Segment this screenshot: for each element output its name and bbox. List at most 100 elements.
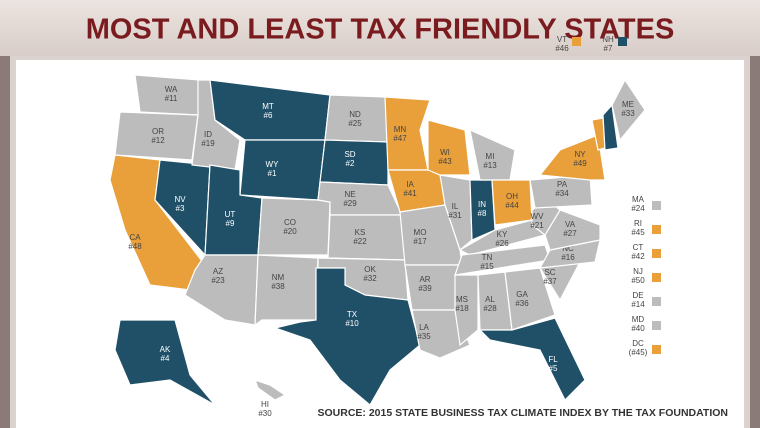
state: [239, 139, 326, 201]
state: [253, 379, 287, 401]
state-rank: #33: [621, 109, 635, 118]
state-rank: #28: [483, 304, 497, 313]
state-rank: #22: [353, 237, 367, 246]
state-abbr: DE: [632, 291, 643, 300]
state-rank: #45: [631, 228, 645, 237]
state-rank: #41: [403, 189, 417, 198]
state-abbr: AL: [485, 295, 495, 304]
state-abbr: WA: [165, 85, 178, 94]
state-rank: #21: [530, 221, 544, 230]
swatch: [652, 297, 661, 306]
state-rank: #38: [271, 282, 285, 291]
state-rank: #18: [455, 304, 469, 313]
state: [454, 274, 479, 347]
swatch: [652, 345, 661, 354]
state-rank: #32: [363, 274, 377, 283]
state-rank: #4: [161, 354, 170, 363]
state-abbr: WI: [440, 148, 450, 157]
state-abbr: ID: [204, 130, 212, 139]
state-rank: #16: [561, 253, 575, 262]
state-abbr: SD: [344, 150, 355, 159]
state-abbr: KY: [497, 230, 508, 239]
state-abbr: NE: [344, 190, 355, 199]
state-rank: #26: [495, 239, 509, 248]
state-rank: #14: [631, 300, 645, 309]
state-abbr: NJ: [633, 267, 643, 276]
state: [384, 96, 431, 171]
state-rank: #42: [631, 252, 645, 261]
state-abbr: HI: [261, 400, 269, 409]
state: [611, 78, 646, 142]
state-rank: #50: [631, 276, 645, 285]
state: [602, 103, 619, 151]
state-abbr: IA: [406, 180, 414, 189]
state-abbr: TN: [482, 253, 493, 262]
state-rank: #20: [283, 227, 297, 236]
swatch: [652, 321, 661, 330]
state-rank: #40: [631, 324, 645, 333]
state-abbr: RI: [634, 219, 642, 228]
state-abbr: MA: [632, 195, 645, 204]
state-abbr: NM: [272, 273, 285, 282]
state-abbr: CO: [284, 218, 296, 227]
state: [427, 119, 471, 176]
state-abbr: MD: [632, 315, 645, 324]
state-abbr: GA: [516, 290, 528, 299]
state-rank: #5: [549, 364, 558, 373]
state-abbr: WY: [266, 160, 280, 169]
state-rank: #3: [176, 204, 185, 213]
state-abbr: NY: [574, 150, 586, 159]
state-rank: #11: [165, 94, 178, 103]
state-rank: #34: [555, 189, 569, 198]
state-rank: #37: [543, 277, 557, 286]
state-rank: #15: [480, 262, 494, 271]
state-abbr: DC: [632, 339, 644, 348]
state-abbr: AR: [419, 275, 430, 284]
swatch: [572, 37, 581, 46]
state-rank: #6: [264, 111, 273, 120]
state-abbr: LA: [419, 323, 429, 332]
swatch: [652, 225, 661, 234]
state-rank: (#45): [629, 348, 648, 357]
state-rank: #10: [345, 319, 359, 328]
state: [439, 174, 473, 252]
state-rank: #30: [258, 409, 272, 418]
state-rank: #43: [438, 157, 452, 166]
state-abbr: MI: [486, 152, 495, 161]
state-rank: #39: [418, 284, 432, 293]
state-abbr: OK: [364, 265, 376, 274]
state-abbr: MN: [394, 125, 407, 134]
state-rank: #13: [483, 161, 497, 170]
swatch: [652, 201, 661, 210]
state-abbr: NV: [174, 195, 186, 204]
state-rank: #17: [413, 237, 427, 246]
state-rank: #47: [393, 134, 407, 143]
state-rank: #25: [348, 119, 362, 128]
state-abbr: AZ: [213, 267, 223, 276]
state-abbr: FL: [548, 355, 558, 364]
state: [254, 254, 319, 327]
state-abbr: MS: [456, 295, 468, 304]
state: [114, 319, 216, 406]
state-abbr: OR: [152, 127, 164, 136]
state-rank: #49: [573, 159, 587, 168]
state-rank: #46: [555, 44, 569, 53]
state-rank: #9: [226, 219, 235, 228]
state-abbr: VA: [565, 220, 576, 229]
state-rank: #27: [563, 229, 577, 238]
state-rank: #24: [631, 204, 645, 213]
state: [504, 267, 556, 331]
state: [411, 309, 471, 359]
title-bar: [0, 0, 760, 56]
state: [272, 267, 421, 406]
state-rank: #23: [211, 276, 225, 285]
state-abbr: NH: [602, 35, 614, 44]
state-abbr: CA: [129, 233, 141, 242]
state-abbr: VT: [557, 35, 567, 44]
state-rank: #19: [201, 139, 215, 148]
state-abbr: TX: [347, 310, 358, 319]
state-abbr: MT: [262, 102, 274, 111]
state-abbr: SC: [544, 268, 555, 277]
state-abbr: IN: [478, 200, 486, 209]
